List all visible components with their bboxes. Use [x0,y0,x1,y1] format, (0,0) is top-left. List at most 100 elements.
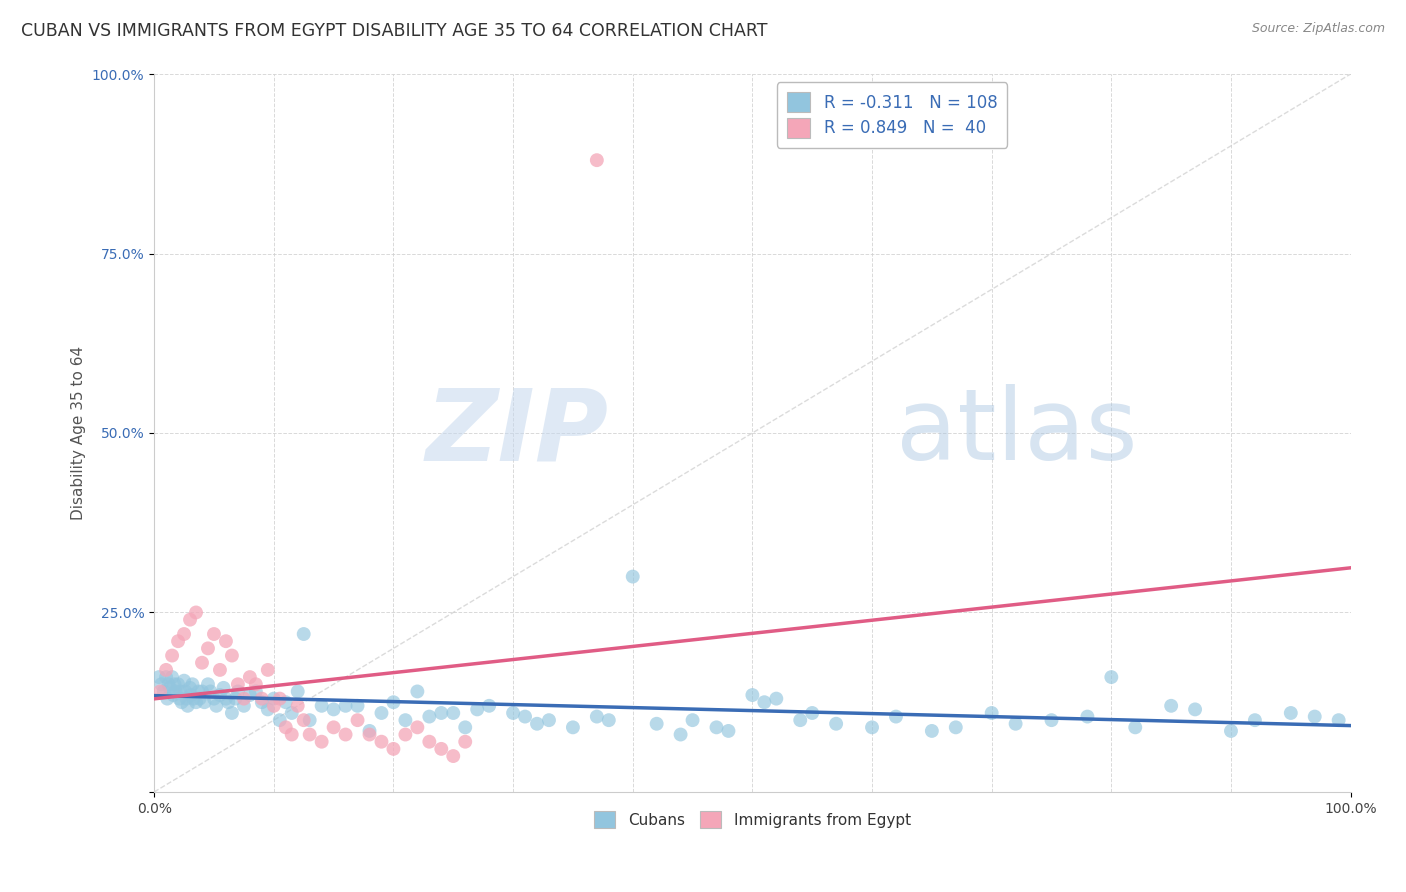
Point [250,691,273,706]
Point [502,706,524,720]
Point [980,706,1002,720]
Point [232,698,254,713]
Point [176,691,198,706]
Point [346,698,368,713]
Point [418,735,440,749]
Point [250,695,273,709]
Point [311,735,333,749]
Point [221,706,243,720]
Point [717,723,740,738]
Point [322,720,344,734]
Point [269,691,291,706]
Point [298,713,321,727]
Point [526,716,548,731]
Point [825,716,848,731]
Y-axis label: Disability Age 35 to 64: Disability Age 35 to 64 [72,346,86,520]
Point [441,706,464,720]
Point [921,723,943,738]
Point [221,648,243,663]
Point [1184,702,1206,716]
Point [292,713,315,727]
Point [394,727,416,741]
Point [370,735,392,749]
Point [382,742,405,756]
Point [208,688,231,702]
Point [224,691,246,706]
Point [162,688,184,702]
Point [256,663,278,677]
Point [181,677,204,691]
Point [205,698,228,713]
Point [184,606,207,620]
Point [430,706,453,720]
Point [382,695,405,709]
Point [945,720,967,734]
Point [561,720,583,734]
Point [537,713,560,727]
Legend: Cubans, Immigrants from Egypt: Cubans, Immigrants from Egypt [588,805,917,835]
Point [160,648,183,663]
Text: atlas: atlas [896,384,1137,482]
Point [1040,713,1063,727]
Point [706,720,728,734]
Point [801,706,824,720]
Point [239,688,262,702]
Point [245,677,267,691]
Point [454,720,477,734]
Point [170,695,193,709]
Point [292,627,315,641]
Point [149,684,172,698]
Point [1160,698,1182,713]
Point [212,681,235,695]
Point [1244,713,1267,727]
Point [263,698,285,713]
Point [217,695,239,709]
Point [184,695,207,709]
Point [406,684,429,698]
Point [245,684,267,698]
Point [202,691,225,706]
Point [335,698,357,713]
Point [860,720,883,734]
Point [208,663,231,677]
Point [274,695,297,709]
Point [167,634,190,648]
Point [187,684,209,698]
Point [163,677,186,691]
Point [160,670,183,684]
Point [359,727,381,741]
Point [346,713,368,727]
Point [197,677,219,691]
Point [280,727,302,741]
Point [406,720,429,734]
Point [430,742,453,756]
Point [176,698,198,713]
Point [156,691,179,706]
Point [155,670,177,684]
Point [789,713,811,727]
Point [150,677,173,691]
Point [1279,706,1302,720]
Point [370,706,392,720]
Point [202,627,225,641]
Point [513,709,536,723]
Point [754,695,776,709]
Text: CUBAN VS IMMIGRANTS FROM EGYPT DISABILITY AGE 35 TO 64 CORRELATION CHART: CUBAN VS IMMIGRANTS FROM EGYPT DISABILIT… [21,22,768,40]
Point [1123,720,1146,734]
Point [269,713,291,727]
Point [394,713,416,727]
Point [173,627,195,641]
Point [585,153,607,168]
Point [1004,716,1026,731]
Point [183,691,205,706]
Point [645,716,668,731]
Point [155,663,177,677]
Point [169,684,191,698]
Point [232,691,254,706]
Point [1220,723,1243,738]
Point [465,702,488,716]
Point [418,709,440,723]
Point [179,613,201,627]
Point [239,670,262,684]
Point [322,702,344,716]
